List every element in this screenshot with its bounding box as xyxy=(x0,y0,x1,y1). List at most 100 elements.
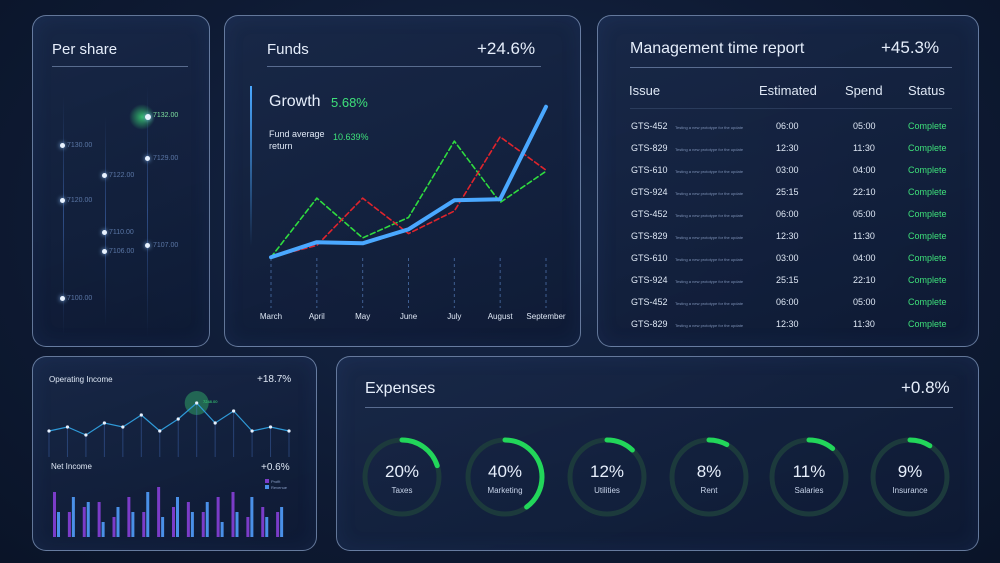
table-row[interactable]: GTS-829 Testing a new prototype for the … xyxy=(598,231,980,253)
issue-id: GTS-829 xyxy=(631,143,668,153)
bar-profit xyxy=(186,502,190,537)
bar-profit xyxy=(53,492,56,537)
ring-gauge xyxy=(870,437,950,517)
expense-label: Salaries xyxy=(794,486,824,495)
growth-label: Growth xyxy=(269,93,321,110)
fund-average-label-line2: return xyxy=(269,141,293,151)
ring-gauge xyxy=(362,437,442,517)
expense-percent: 9% xyxy=(897,462,923,481)
estimated-time: 03:00 xyxy=(776,165,799,175)
divider xyxy=(365,407,953,408)
per-share-label: 7107.00 xyxy=(153,242,179,249)
column-header-issue[interactable]: Issue xyxy=(629,83,661,98)
column-header-status[interactable]: Status xyxy=(908,83,945,98)
table-row[interactable]: GTS-452 Testing a new prototype for the … xyxy=(598,297,980,319)
spend-time: 11:30 xyxy=(853,143,875,153)
ring-gauge xyxy=(769,437,849,517)
status-badge: Complete xyxy=(908,187,947,197)
status-badge: Complete xyxy=(908,275,947,285)
per-share-label: 7106.00 xyxy=(109,248,135,255)
bar-revenue xyxy=(265,517,269,537)
per-share-label: 7100.00 xyxy=(67,295,93,302)
data-point xyxy=(65,425,70,429)
x-tick-label: July xyxy=(447,312,461,321)
bar-profit xyxy=(127,497,131,537)
expense-ring[interactable]: 11% Salaries xyxy=(769,437,849,517)
column-header-estimated[interactable]: Estimated xyxy=(759,83,817,98)
per-share-dot xyxy=(102,230,107,235)
series-line-series-a xyxy=(270,140,547,259)
net-income-chart xyxy=(53,487,284,537)
expense-ring[interactable]: 40% Marketing xyxy=(465,437,545,517)
issue-description: Testing a new prototype for the update xyxy=(675,125,744,130)
issue-id: GTS-452 xyxy=(631,121,668,131)
expense-percent: 20% xyxy=(384,462,420,481)
expense-percent: 40% xyxy=(487,462,523,481)
status-badge: Complete xyxy=(908,319,947,329)
ring-gauge xyxy=(669,437,749,517)
expense-label: Insurance xyxy=(892,486,928,495)
expense-ring[interactable]: 9% Insurance xyxy=(870,437,950,517)
estimated-time: 25:15 xyxy=(776,275,799,285)
issue-id: GTS-452 xyxy=(631,209,668,219)
per-share-label: 7120.00 xyxy=(67,197,93,204)
x-tick-label: March xyxy=(260,312,282,321)
data-point xyxy=(47,429,51,433)
per-share-label: 7130.00 xyxy=(67,142,93,149)
per-share-title: Per share xyxy=(52,41,118,58)
funds-change: +24.6% xyxy=(477,39,536,58)
estimated-time: 06:00 xyxy=(776,297,799,307)
legend-profit-swatch xyxy=(265,479,269,483)
per-share-dot xyxy=(102,249,107,254)
column-header-spend[interactable]: Spend xyxy=(845,83,883,98)
expenses-change: +0.8% xyxy=(901,378,950,397)
bar-revenue xyxy=(161,517,165,537)
operating-income-change: +18.7% xyxy=(257,374,292,385)
status-badge: Complete xyxy=(908,231,947,241)
legend-profit: Profit xyxy=(265,479,280,484)
estimated-time: 03:00 xyxy=(776,253,799,263)
net-income-change: +0.6% xyxy=(261,462,290,473)
x-tick-label: August xyxy=(488,312,514,321)
table-row[interactable]: GTS-924 Testing a new prototype for the … xyxy=(598,275,980,297)
expense-percent: 11% xyxy=(792,462,826,481)
data-point xyxy=(102,421,106,425)
spend-time: 22:10 xyxy=(853,187,876,197)
estimated-time: 06:00 xyxy=(776,209,799,219)
x-tick-label: April xyxy=(309,312,325,321)
series-line-series-b xyxy=(270,136,547,259)
table-row[interactable]: GTS-829 Testing a new prototype for the … xyxy=(598,143,980,165)
issue-id: GTS-829 xyxy=(631,231,668,241)
grid-line xyxy=(147,86,148,336)
table-row[interactable]: GTS-452 Testing a new prototype for the … xyxy=(598,121,980,143)
data-point xyxy=(121,425,125,429)
legend-revenue-swatch xyxy=(265,485,269,489)
net-income-title: Net Income xyxy=(51,462,92,471)
expense-ring[interactable]: 8% Rent xyxy=(669,437,749,517)
fund-average-label-line1: Fund average xyxy=(269,129,325,139)
table-row[interactable]: GTS-924 Testing a new prototype for the … xyxy=(598,187,980,209)
x-tick-label: September xyxy=(526,312,565,321)
funds-panel: Funds +24.6% Growth 5.68% Fund average r… xyxy=(224,15,581,347)
expenses-title: Expenses xyxy=(365,380,436,397)
table-row[interactable]: GTS-610 Testing a new prototype for the … xyxy=(598,165,980,187)
table-row[interactable]: GTS-829 Testing a new prototype for the … xyxy=(598,319,980,341)
grid-line xyxy=(63,96,64,336)
ring-gauge xyxy=(465,437,545,517)
data-point xyxy=(176,417,180,421)
expense-ring[interactable]: 12% Utilities xyxy=(567,437,647,517)
table-row[interactable]: GTS-452 Testing a new prototype for the … xyxy=(598,209,980,231)
expense-ring[interactable]: 20% Taxes xyxy=(362,437,442,517)
table-row[interactable]: GTS-610 Testing a new prototype for the … xyxy=(598,253,980,275)
expenses-panel: Expenses +0.8% 20% Taxes 40% Marketing 1… xyxy=(336,356,979,551)
spend-time: 11:30 xyxy=(853,319,875,329)
divider xyxy=(630,67,952,68)
legend-profit-label: Profit xyxy=(271,479,281,484)
bar-revenue xyxy=(71,497,75,537)
bar-profit xyxy=(172,507,175,537)
data-point xyxy=(139,413,143,417)
expense-percent: 12% xyxy=(589,462,625,481)
spend-time: 05:00 xyxy=(853,121,876,131)
issue-id: GTS-452 xyxy=(631,297,668,307)
per-share-dot xyxy=(60,198,65,203)
